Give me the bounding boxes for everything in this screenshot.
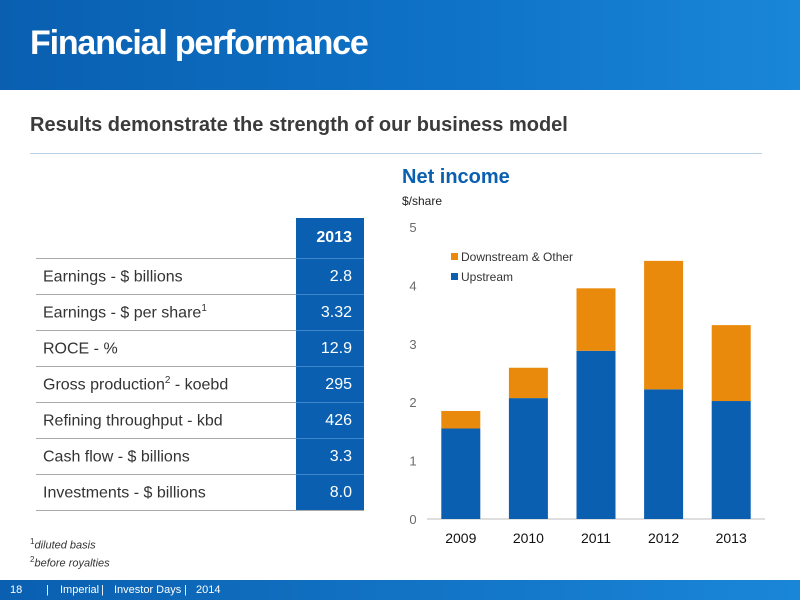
footer-year: 2014 bbox=[196, 584, 221, 596]
footnote: 1diluted basis bbox=[30, 537, 96, 552]
x-tick-label: 2011 bbox=[581, 530, 611, 546]
row-value: 295 bbox=[296, 366, 364, 403]
row-label: Investments - $ billions bbox=[36, 474, 296, 511]
chart-title: Net income bbox=[402, 166, 510, 188]
legend-swatch bbox=[451, 273, 458, 280]
footer-separator: | bbox=[46, 584, 49, 596]
header-blank-cell bbox=[36, 218, 296, 259]
footer-separator: | bbox=[101, 584, 104, 596]
row-value: 3.32 bbox=[296, 294, 364, 331]
bar-downstream-other bbox=[576, 288, 616, 351]
bar-upstream bbox=[508, 398, 548, 519]
chart-y-unit: $/share bbox=[402, 194, 443, 208]
row-value: 12.9 bbox=[296, 330, 364, 367]
x-tick-label: 2013 bbox=[716, 530, 747, 546]
financial-table: 2013 Earnings - $ billions 2.8 Earnings … bbox=[36, 218, 364, 511]
bar-upstream bbox=[711, 401, 751, 519]
bar-downstream-other bbox=[711, 325, 751, 402]
row-label: Earnings - $ billions bbox=[36, 258, 296, 295]
y-tick-label: 0 bbox=[409, 512, 416, 527]
y-tick-label: 1 bbox=[409, 454, 416, 469]
page-number: 18 bbox=[10, 584, 23, 596]
y-tick-label: 4 bbox=[409, 278, 416, 293]
y-tick-label: 5 bbox=[409, 220, 416, 235]
bar-downstream-other bbox=[644, 260, 684, 390]
table-row: Gross production2 - koebd 295 bbox=[36, 366, 364, 403]
page-title: Financial performance bbox=[30, 24, 369, 62]
y-tick-label: 3 bbox=[409, 337, 416, 352]
title-banner: Financial performance bbox=[0, 0, 800, 90]
bar-upstream bbox=[441, 428, 481, 519]
table-row: ROCE - % 12.9 bbox=[36, 330, 364, 367]
footnote: 2before royalties bbox=[30, 555, 110, 570]
table-row: Earnings - $ billions 2.8 bbox=[36, 258, 364, 295]
row-value: 8.0 bbox=[296, 474, 364, 511]
legend-label: Upstream bbox=[461, 270, 513, 284]
row-value: 3.3 bbox=[296, 438, 364, 475]
net-income-chart: 0 1 2 3 4 5 2009 2010 2011 2012 2013 Downstream & O… bbox=[409, 220, 765, 546]
slide-subtitle: Results demonstrate the strength of our … bbox=[30, 114, 568, 136]
x-tick-label: 2012 bbox=[648, 530, 679, 546]
bar-downstream-other bbox=[441, 410, 481, 429]
year-header: 2013 bbox=[296, 218, 364, 259]
bar-upstream bbox=[644, 389, 684, 519]
row-label: ROCE - % bbox=[36, 330, 296, 367]
footer-bar: 18 | Imperial | Investor Days | 2014 bbox=[0, 580, 800, 600]
row-label: Refining throughput - kbd bbox=[36, 402, 296, 439]
table-row: Refining throughput - kbd 426 bbox=[36, 402, 364, 439]
bar-upstream bbox=[576, 350, 616, 519]
legend-label: Downstream & Other bbox=[461, 250, 573, 264]
row-value: 426 bbox=[296, 402, 364, 439]
x-tick-label: 2010 bbox=[513, 530, 544, 546]
footer-company: Imperial bbox=[60, 584, 100, 596]
footer-event: Investor Days bbox=[114, 584, 182, 596]
table-header-row: 2013 bbox=[36, 218, 364, 259]
bar-downstream-other bbox=[508, 367, 548, 399]
row-label: Gross production2 - koebd bbox=[36, 366, 296, 403]
row-label: Earnings - $ per share1 bbox=[36, 294, 296, 331]
y-tick-label: 2 bbox=[409, 395, 416, 410]
footer-separator: | bbox=[184, 584, 187, 596]
table-row: Earnings - $ per share1 3.32 bbox=[36, 294, 364, 331]
row-value: 2.8 bbox=[296, 258, 364, 295]
table-row: Cash flow - $ billions 3.3 bbox=[36, 438, 364, 475]
divider-line bbox=[30, 153, 762, 154]
x-tick-label: 2009 bbox=[445, 530, 476, 546]
table-row: Investments - $ billions 8.0 bbox=[36, 474, 364, 511]
legend-swatch bbox=[451, 253, 458, 260]
row-label: Cash flow - $ billions bbox=[36, 438, 296, 475]
